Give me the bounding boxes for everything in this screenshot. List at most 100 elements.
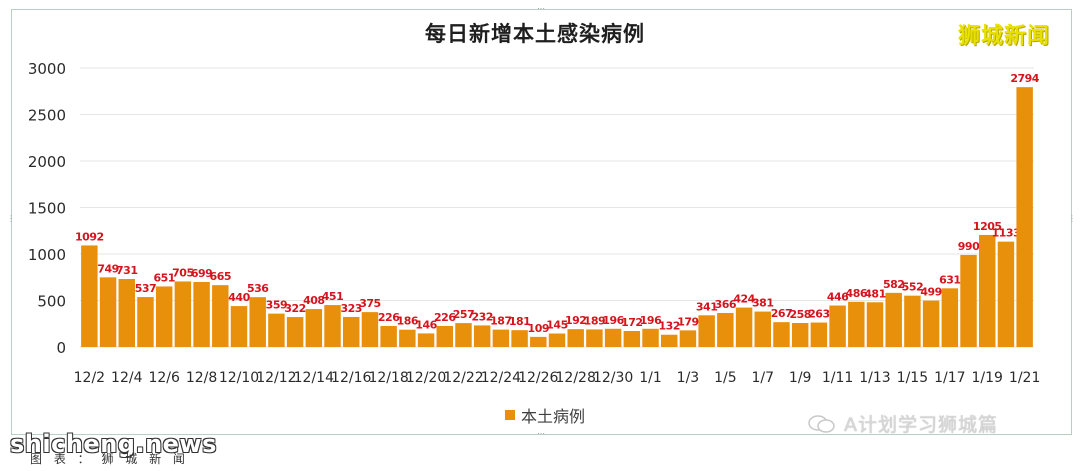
- bar: [417, 333, 435, 347]
- data-label: 132: [659, 320, 680, 333]
- resize-handle-bottom[interactable]: ⋯: [537, 429, 545, 438]
- resize-handle-top[interactable]: ⋯: [537, 4, 545, 13]
- x-tick-label: 1/19: [972, 370, 1003, 386]
- bar: [586, 329, 603, 347]
- x-tick-label: 12/26: [518, 370, 558, 386]
- data-label: 2794: [1010, 72, 1039, 85]
- data-label: 499: [920, 286, 941, 299]
- bar: [361, 312, 379, 347]
- bar: [604, 328, 622, 347]
- bar: [642, 328, 659, 347]
- data-label: 359: [266, 299, 287, 312]
- data-label: 186: [397, 315, 419, 328]
- bar: [679, 330, 697, 347]
- bar: [810, 322, 828, 347]
- bar: [174, 281, 192, 347]
- x-tick-label: 12/24: [481, 370, 521, 386]
- data-label: 665: [210, 270, 231, 283]
- bar: [511, 330, 528, 347]
- bar: [548, 333, 566, 347]
- data-label: 226: [434, 311, 456, 324]
- bar: [268, 313, 285, 347]
- bar: [717, 312, 734, 347]
- data-label: 187: [490, 315, 511, 328]
- data-label: 481: [864, 287, 885, 300]
- data-label: 109: [528, 322, 549, 335]
- data-label: 263: [808, 308, 829, 321]
- bar: [866, 302, 884, 347]
- bar: [530, 336, 547, 347]
- x-tick-label: 1/13: [859, 370, 890, 386]
- bar: [997, 241, 1015, 347]
- bar: [567, 329, 584, 347]
- data-label: 1205: [973, 220, 1002, 233]
- legend-label: 本土病例: [521, 407, 586, 426]
- bar: [118, 279, 135, 347]
- source-caption: 图 表 ： 狮 城 新 闻: [30, 452, 189, 466]
- data-label: 731: [116, 264, 137, 277]
- chart-legend: 本土病例: [505, 403, 585, 427]
- x-tick-label: 12/6: [148, 370, 180, 386]
- data-label: 699: [191, 267, 212, 280]
- data-label: 341: [696, 300, 717, 313]
- bar: [698, 315, 715, 347]
- bar: [979, 234, 996, 347]
- bar: [960, 254, 977, 347]
- bar: [773, 322, 790, 347]
- wechat-icon: [808, 414, 836, 434]
- x-tick-label: 12/30: [593, 370, 633, 386]
- y-tick-label: 1000: [28, 246, 66, 264]
- data-label: 172: [621, 316, 642, 329]
- data-label: 196: [640, 314, 662, 327]
- x-tick-label: 1/7: [751, 370, 774, 386]
- data-label: 1133: [992, 227, 1021, 240]
- y-tick-label: 2500: [28, 107, 66, 125]
- bar: [492, 329, 510, 347]
- x-tick-label: 12/28: [556, 370, 596, 386]
- data-label: 1092: [75, 230, 104, 243]
- resize-handle-left[interactable]: ⋮: [7, 214, 15, 223]
- data-label: 552: [902, 281, 923, 294]
- data-label: 322: [284, 302, 305, 315]
- data-label: 146: [415, 318, 437, 331]
- bar: [286, 317, 304, 347]
- y-tick-label: 1500: [28, 200, 66, 218]
- bar: [249, 297, 266, 347]
- site-watermark: shicheng.news: [10, 430, 217, 458]
- data-label: 408: [303, 294, 324, 307]
- bar: [155, 286, 173, 347]
- y-tick-label: 2000: [28, 153, 66, 171]
- bar: [829, 305, 846, 347]
- x-tick-label: 12/18: [368, 370, 408, 386]
- bar: [324, 305, 341, 347]
- x-tick-label: 12/20: [406, 370, 446, 386]
- x-tick-label: 12/2: [74, 370, 105, 386]
- resize-handle-right[interactable]: ⋮: [1068, 214, 1076, 223]
- x-tick-label: 12/10: [219, 370, 259, 386]
- data-label: 381: [752, 297, 773, 310]
- x-tick-label: 1/15: [897, 370, 928, 386]
- x-tick-label: 1/3: [677, 370, 700, 386]
- bar: [754, 311, 771, 347]
- data-label: 582: [883, 278, 904, 291]
- chart-title: 每日新增本土感染病例: [425, 22, 645, 46]
- data-label: 189: [584, 314, 605, 327]
- x-tick-label: 12/4: [111, 370, 143, 386]
- bar: [137, 297, 154, 347]
- x-tick-label: 12/8: [186, 370, 217, 386]
- bar: [230, 306, 248, 347]
- wechat-attribution: A计划学习狮城篇: [808, 410, 998, 437]
- data-label: 451: [322, 290, 343, 303]
- x-tick-label: 1/9: [789, 370, 812, 386]
- bar: [848, 301, 865, 347]
- bar: [343, 316, 360, 347]
- bar: [212, 285, 229, 347]
- data-label: 486: [846, 287, 868, 300]
- bar: [81, 245, 98, 347]
- x-tick-label: 1/1: [639, 370, 662, 386]
- bar: [436, 325, 453, 347]
- x-tick-label: 12/14: [294, 370, 334, 386]
- bar: [791, 323, 809, 347]
- x-tick-label: 1/11: [822, 370, 853, 386]
